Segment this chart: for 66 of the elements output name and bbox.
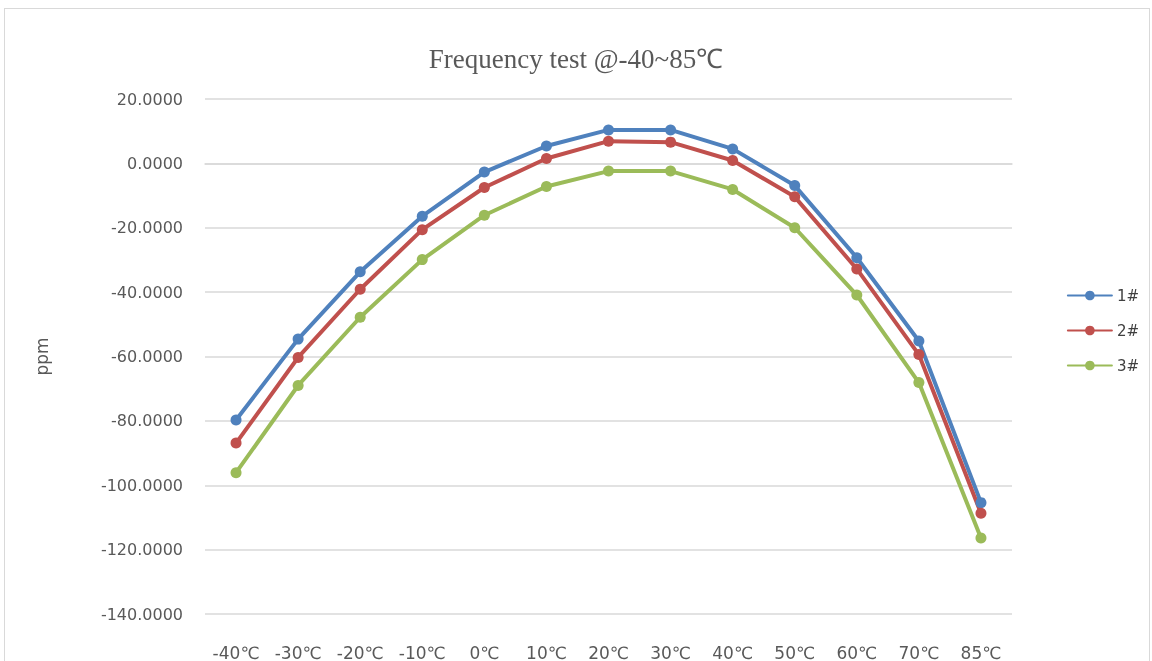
point [913, 349, 925, 361]
y-axis-title: ppm [31, 337, 52, 376]
point [478, 166, 490, 178]
point [851, 252, 863, 264]
point [789, 180, 801, 192]
point [230, 414, 242, 426]
point [416, 224, 428, 236]
point [975, 497, 987, 509]
point [851, 263, 863, 275]
y-tick-label: -80.0000 [111, 411, 183, 431]
y-tick-label: -140.0000 [100, 604, 183, 624]
point [789, 222, 801, 234]
x-tick-label: 10℃ [526, 642, 567, 661]
point [603, 124, 614, 136]
point [230, 467, 242, 479]
point [789, 191, 801, 203]
x-tick-label: 20℃ [588, 642, 629, 661]
point [727, 143, 739, 155]
legend-label: 3# [1116, 356, 1140, 375]
y-tick-label: 20.0000 [116, 89, 183, 109]
point [727, 183, 739, 195]
y-tick-label: -100.0000 [100, 475, 183, 495]
y-tick-label: 0.0000 [127, 153, 183, 173]
x-tick-label: 85℃ [960, 642, 1002, 661]
point [540, 153, 552, 165]
point [354, 283, 366, 295]
point [665, 165, 677, 177]
point [416, 210, 428, 222]
y-tick-label: -40.0000 [111, 282, 183, 302]
x-tick-label: 40℃ [712, 642, 754, 661]
point [354, 311, 366, 323]
point [603, 135, 614, 147]
x-tick-label: 0℃ [469, 642, 500, 661]
x-tick-label: 50℃ [774, 642, 816, 661]
point [665, 124, 677, 136]
legend-label: 1# [1116, 286, 1140, 305]
point [540, 181, 552, 193]
point [354, 266, 366, 278]
point [540, 140, 552, 152]
point [292, 333, 304, 345]
point [603, 165, 614, 177]
x-tick-label: -10℃ [398, 642, 446, 661]
point [975, 507, 987, 519]
point [727, 154, 739, 166]
x-tick-label: 30℃ [650, 642, 691, 661]
x-tick-label: -20℃ [336, 642, 384, 661]
y-tick-label: -60.0000 [111, 347, 183, 366]
x-tick-label: 70℃ [898, 642, 940, 661]
point [292, 351, 304, 363]
point [851, 289, 863, 301]
point [478, 209, 490, 221]
point [913, 335, 925, 347]
x-tick-label: 60℃ [836, 642, 878, 661]
point [913, 377, 925, 389]
legend-label: 2# [1116, 321, 1140, 340]
y-tick-label: -120.0000 [100, 540, 183, 560]
point [416, 254, 428, 266]
y-tick-label: -20.0000 [111, 218, 183, 238]
point [230, 437, 242, 449]
x-tick-label: -30℃ [274, 642, 322, 661]
point [975, 532, 987, 544]
x-tick-label: -40℃ [212, 642, 260, 661]
point [665, 136, 677, 148]
point [292, 379, 304, 391]
chart-title: Frequency test @-40~85℃ [428, 43, 724, 74]
point [478, 182, 490, 194]
